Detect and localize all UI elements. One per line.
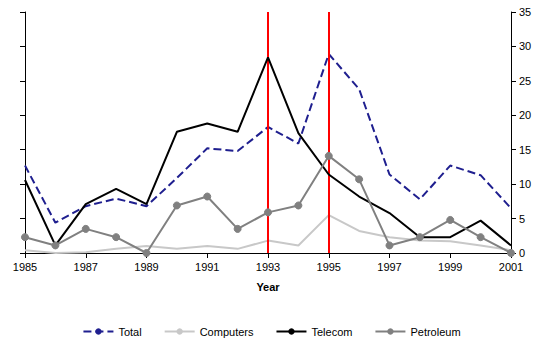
svg-text:1997: 1997 xyxy=(377,261,401,273)
svg-text:Computers: Computers xyxy=(200,326,254,338)
svg-text:0: 0 xyxy=(519,247,525,259)
svg-text:Telecom: Telecom xyxy=(311,326,352,338)
svg-text:1987: 1987 xyxy=(74,261,98,273)
svg-text:Petroleum: Petroleum xyxy=(410,326,460,338)
svg-text:1985: 1985 xyxy=(13,261,37,273)
svg-text:20: 20 xyxy=(519,109,531,121)
svg-text:1999: 1999 xyxy=(438,261,462,273)
svg-text:1991: 1991 xyxy=(195,261,219,273)
svg-text:Year: Year xyxy=(256,281,280,293)
svg-text:5: 5 xyxy=(519,213,525,225)
svg-text:1993: 1993 xyxy=(256,261,280,273)
svg-text:2001: 2001 xyxy=(499,261,523,273)
svg-text:30: 30 xyxy=(519,40,531,52)
svg-text:1995: 1995 xyxy=(317,261,341,273)
svg-text:Total: Total xyxy=(118,326,141,338)
svg-text:35: 35 xyxy=(519,6,531,18)
svg-text:25: 25 xyxy=(519,75,531,87)
svg-text:1989: 1989 xyxy=(134,261,158,273)
svg-text:10: 10 xyxy=(519,178,531,190)
svg-text:15: 15 xyxy=(519,144,531,156)
